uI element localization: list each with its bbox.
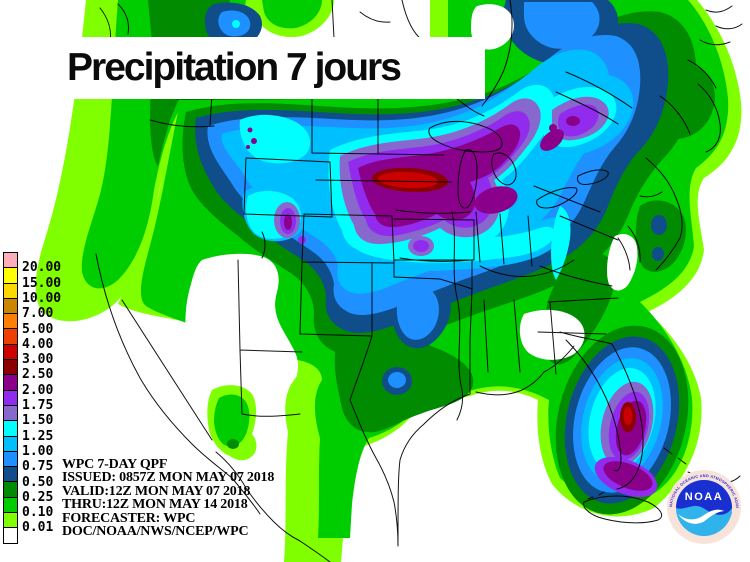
legend-label: 1.50 bbox=[22, 413, 54, 429]
noaa-acronym: NOAA bbox=[685, 491, 723, 503]
legend-label: 4.00 bbox=[22, 336, 54, 352]
legend-label: 2.50 bbox=[22, 367, 54, 383]
forecast-info-block: WPC 7-DAY QPF ISSUED: 0857Z MON MAY 07 2… bbox=[62, 457, 275, 540]
legend-swatch bbox=[4, 481, 17, 497]
forecast-product-line: WPC 7-DAY QPF bbox=[62, 457, 168, 472]
legend-label: 0.50 bbox=[22, 474, 54, 490]
legend-swatch bbox=[4, 389, 17, 405]
legend-swatch bbox=[4, 496, 17, 513]
legend-swatch bbox=[4, 512, 17, 528]
legend-swatch bbox=[4, 328, 17, 344]
title-box: Precipitation 7 jours bbox=[60, 37, 485, 99]
precip-layer-3-00 bbox=[378, 171, 633, 425]
legend-label: 5.00 bbox=[22, 321, 54, 337]
forecast-issued-line: ISSUED: 0857Z MON MAY 07 2018 bbox=[62, 470, 275, 486]
legend-swatch bbox=[4, 450, 17, 467]
legend-label: 7.00 bbox=[22, 306, 54, 322]
legend-label: 10.00 bbox=[22, 290, 62, 306]
forecast-valid-line: VALID:12Z MON MAY 07 2018 bbox=[62, 483, 251, 499]
legend-label: 20.00 bbox=[22, 260, 62, 276]
legend-swatch bbox=[4, 466, 17, 482]
legend-label: 0.01 bbox=[22, 520, 54, 536]
legend-swatch bbox=[4, 253, 17, 268]
legend-swatch bbox=[4, 343, 17, 360]
noaa-gull-icon bbox=[678, 509, 724, 524]
legend-swatch bbox=[4, 297, 17, 314]
legend-label: 1.75 bbox=[22, 398, 54, 413]
legend-swatch bbox=[4, 282, 17, 298]
legend-swatch bbox=[4, 313, 17, 329]
agency-line: DOC/NOAA/NWS/NCEP/WPC bbox=[62, 524, 249, 540]
legend: 20.00 15.00 10.00 7.00 5.00 4.00 3.00 2.50 2.00 1… bbox=[3, 252, 61, 544]
legend-swatch bbox=[4, 404, 17, 421]
forecaster-line: FORECASTER: WPC bbox=[62, 510, 196, 526]
precip-region-mexico bbox=[207, 385, 257, 461]
legend-swatch bbox=[4, 267, 17, 283]
page-title: Precipitation 7 jours bbox=[67, 46, 402, 89]
legend-color-bar bbox=[3, 252, 18, 544]
noaa-logo: NATIONAL OCEANIC AND ATMOSPHERIC ADMINIS… bbox=[665, 468, 741, 544]
legend-label: 0.75 bbox=[22, 459, 54, 475]
legend-swatch bbox=[4, 527, 17, 543]
legend-label: 15.00 bbox=[22, 275, 62, 291]
legend-swatch bbox=[4, 374, 17, 390]
legend-label: 2.00 bbox=[22, 382, 54, 398]
legend-swatch bbox=[4, 435, 17, 451]
legend-swatch bbox=[4, 420, 17, 436]
forecast-thru-line: THRU:12Z MON MAY 14 2018 bbox=[62, 497, 248, 513]
state-boundary-lines bbox=[91, 0, 743, 562]
legend-label: 0.25 bbox=[22, 489, 54, 505]
legend-label: 3.00 bbox=[22, 352, 54, 368]
noaa-logo-sky bbox=[676, 480, 732, 515]
legend-label: 1.25 bbox=[22, 428, 54, 444]
legend-label: 1.00 bbox=[22, 443, 54, 459]
legend-label: 0.10 bbox=[22, 505, 54, 521]
legend-swatch bbox=[4, 359, 17, 375]
